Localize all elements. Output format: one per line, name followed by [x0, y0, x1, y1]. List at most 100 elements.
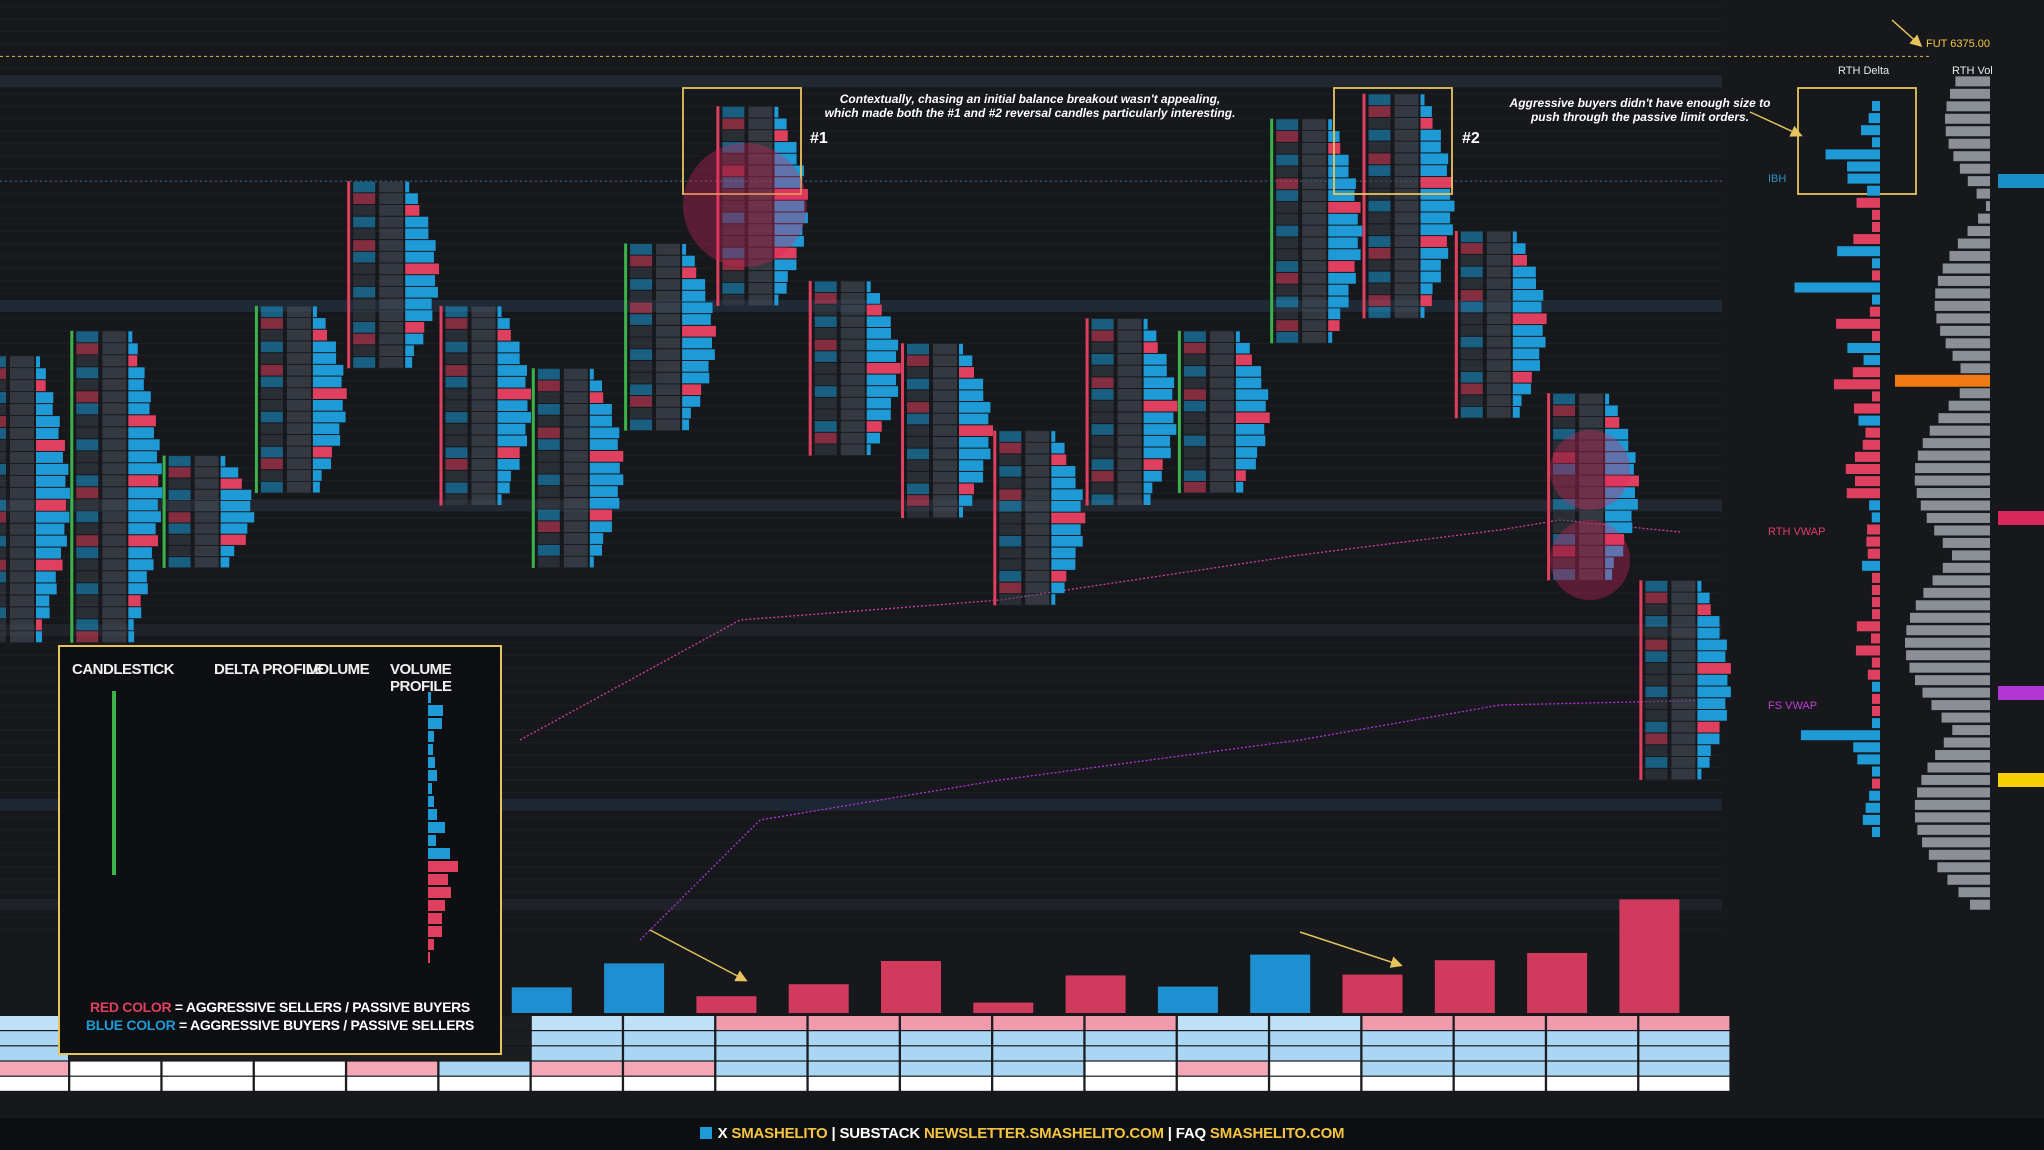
- footprint-bar[interactable]: [716, 106, 808, 306]
- volume-cell: [1579, 534, 1604, 545]
- volume-cell: [1209, 354, 1234, 366]
- delta-cell: [537, 533, 560, 544]
- volume-cell: [656, 279, 681, 290]
- rth-delta-bar: [1872, 609, 1880, 620]
- table-cell: [1085, 1046, 1176, 1061]
- footprint-bar[interactable]: [1270, 118, 1363, 344]
- footprint-bar[interactable]: [624, 243, 716, 431]
- rth-delta-bar: [1853, 742, 1880, 753]
- footer-substack-link[interactable]: NEWSLETTER.SMASHELITO.COM: [924, 1125, 1164, 1142]
- volume-profile-bar: [1420, 212, 1451, 224]
- delta-cell: [1645, 580, 1668, 592]
- volume-cell: [840, 293, 865, 304]
- volume-cell: [379, 263, 404, 275]
- delta-cell: [1460, 278, 1483, 290]
- footprint-bar[interactable]: [531, 368, 624, 568]
- delta-cell: [1460, 266, 1483, 278]
- volume-cell: [933, 448, 957, 460]
- volume-profile-bar: [589, 509, 612, 521]
- footprint-bar[interactable]: [1454, 231, 1547, 419]
- footer-x-handle[interactable]: SMASHELITO: [731, 1125, 828, 1142]
- volume-cell: [748, 177, 773, 188]
- volume-profile-bar: [497, 435, 528, 447]
- volume-cell: [1209, 377, 1234, 389]
- volume-cell: [1302, 202, 1327, 213]
- volume-cell: [1117, 377, 1142, 389]
- table-cell: [254, 1076, 345, 1091]
- delta-cell: [1183, 354, 1206, 366]
- footprint-bar[interactable]: [1177, 330, 1270, 494]
- delta-cell: [1183, 458, 1206, 470]
- footprint-bar[interactable]: [1639, 580, 1731, 780]
- footer-faq-link[interactable]: SMASHELITO.COM: [1209, 1125, 1345, 1142]
- volume-profile-bar: [128, 355, 138, 367]
- volume-profile-bar: [1512, 266, 1536, 278]
- delta-cell: [1276, 154, 1299, 166]
- footprint-bar[interactable]: [254, 305, 347, 494]
- footer-faq-label: FAQ: [1175, 1125, 1206, 1142]
- ibh-label: IBH: [1768, 173, 1787, 185]
- volume-profile-level: [1953, 151, 1990, 162]
- delta-cell: [0, 511, 6, 523]
- delta-cell: [1276, 178, 1299, 190]
- volume-profile-level: [1934, 300, 1990, 311]
- delta-cell: [1091, 494, 1114, 505]
- footprint-bar[interactable]: [70, 330, 163, 643]
- footprint-bar[interactable]: [1547, 393, 1639, 581]
- footer-x-prefix: X: [717, 1125, 728, 1142]
- footprint-bar[interactable]: [808, 280, 901, 456]
- delta-cell: [1553, 545, 1576, 557]
- delta-cell: [1553, 405, 1576, 417]
- table-cell: [1085, 1076, 1176, 1091]
- volume-cell: [840, 281, 865, 293]
- volume-cell: [933, 471, 957, 483]
- volume-profile-bar: [1143, 494, 1151, 505]
- volume-cell: [1486, 325, 1511, 336]
- volume-profile-bar: [128, 583, 148, 595]
- rth-delta-bar: [1872, 330, 1880, 341]
- legend-note-blue: BLUE COLOR = AGGRESSIVE BUYERS / PASSIVE…: [60, 1017, 500, 1033]
- volume-profile-bar: [1605, 417, 1620, 428]
- legend-volume-profile-bar: [428, 900, 446, 911]
- footprint-bar[interactable]: [1085, 318, 1178, 506]
- delta-cell: [1091, 353, 1114, 365]
- volume-cell: [1671, 721, 1696, 733]
- footprint-bar[interactable]: [439, 305, 531, 506]
- delta-cell: [814, 339, 837, 351]
- volume-profile-level: [1958, 887, 1990, 898]
- delta-cell: [1276, 142, 1299, 154]
- delta-cell: [168, 478, 191, 489]
- footprint-bar[interactable]: [901, 343, 993, 518]
- delta-cell: [907, 425, 929, 436]
- rth-delta-bar: [1868, 113, 1880, 124]
- delta-cell: [722, 294, 745, 306]
- volume-profile-bar: [1697, 710, 1727, 721]
- volume-histogram-bar: [1342, 974, 1403, 1013]
- volume-profile-level: [1942, 537, 1990, 548]
- footprint-bar[interactable]: [0, 356, 70, 643]
- footprint-bar[interactable]: [993, 430, 1086, 606]
- volume-cell: [1486, 301, 1511, 313]
- volume-profile-bar: [1697, 651, 1726, 663]
- volume-cell: [379, 181, 404, 193]
- delta-cell: [1645, 745, 1668, 756]
- delta-cell: [1553, 510, 1576, 522]
- table-cell: [716, 1076, 807, 1091]
- footprint-bar[interactable]: [347, 181, 440, 369]
- delta-cell: [1091, 470, 1114, 482]
- volume-profile-bar: [1512, 278, 1536, 290]
- delta-cell: [907, 506, 929, 518]
- delta-cell: [0, 523, 6, 535]
- volume-cell: [748, 235, 773, 247]
- volume-profile-bar: [589, 380, 603, 392]
- rth-delta-bar: [1862, 560, 1880, 571]
- poc-bar: [1895, 374, 1990, 387]
- footprint-bar[interactable]: [162, 455, 255, 568]
- table-cell-value: [1270, 1062, 1360, 1076]
- delta-cell: [907, 390, 929, 402]
- footprint-bar[interactable]: [1362, 93, 1455, 319]
- volume-profile-level: [1932, 575, 1990, 586]
- volume-profile-bar: [497, 412, 531, 423]
- delta-cell: [1553, 440, 1576, 452]
